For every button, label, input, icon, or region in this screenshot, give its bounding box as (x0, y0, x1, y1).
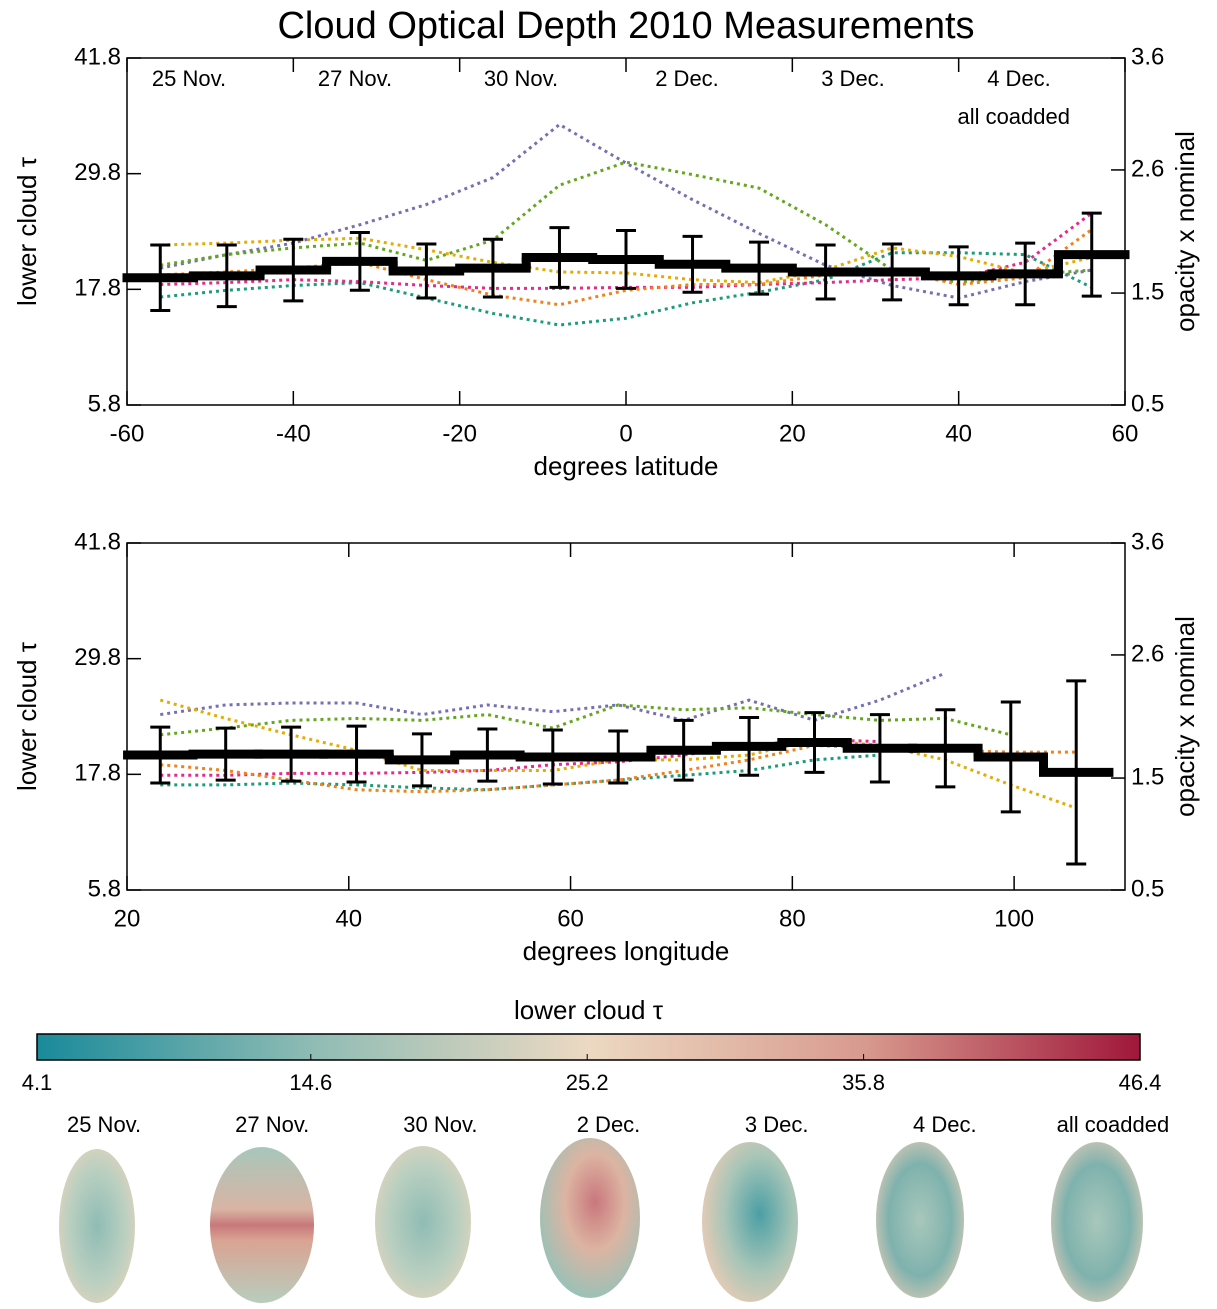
x-tick-label: -20 (442, 420, 477, 447)
x-tick-label: 20 (114, 905, 141, 932)
legend-label: all coadded (957, 104, 1070, 129)
series-line (160, 673, 945, 720)
disk-image (59, 1149, 135, 1303)
disk-image (876, 1142, 964, 1298)
disk-image (375, 1146, 471, 1298)
legend-label: 27 Nov. (318, 66, 392, 91)
colorbar-tick-label: 25.2 (566, 1070, 609, 1095)
image-title: 3 Dec. (745, 1112, 809, 1137)
disk-image (540, 1138, 640, 1298)
y-tick-label: 17.8 (74, 760, 121, 787)
plot-frame (127, 543, 1125, 890)
colorbar-tick-label: 4.1 (22, 1070, 53, 1095)
image-title: all coadded (1057, 1112, 1170, 1137)
disk-image (210, 1147, 314, 1303)
x-tick-label: -40 (276, 420, 311, 447)
x-axis-label: degrees latitude (533, 451, 718, 481)
y-tick-label: 5.8 (88, 875, 121, 902)
x-tick-label: 60 (1112, 420, 1139, 447)
y-tick-label: 17.8 (74, 275, 121, 302)
y-axis-label: lower cloud τ (12, 156, 42, 306)
disk-image (1051, 1142, 1143, 1302)
x-tick-label: 60 (557, 905, 584, 932)
y-tick-label: 41.8 (74, 43, 121, 70)
image-title: 27 Nov. (235, 1112, 309, 1137)
y-tick-label: 5.8 (88, 390, 121, 417)
y2-tick-label: 0.5 (1131, 390, 1164, 417)
colorbar-title: lower cloud τ (514, 995, 664, 1025)
legend-label: 2 Dec. (655, 66, 719, 91)
x-axis-label: degrees longitude (523, 936, 730, 966)
y2-tick-label: 1.5 (1131, 278, 1164, 305)
legend-label: 3 Dec. (821, 66, 885, 91)
chart-title: Cloud Optical Depth 2010 Measurements (277, 5, 974, 47)
y-tick-label: 29.8 (74, 644, 121, 671)
y2-tick-label: 2.6 (1131, 155, 1164, 182)
disk-images (59, 1138, 1143, 1303)
legend-label: 4 Dec. (987, 66, 1051, 91)
y2-axis-label: opacity x nominal (1170, 131, 1200, 332)
y2-tick-label: 2.6 (1131, 640, 1164, 667)
page-body: Cloud Optical Depth 2010 Measurements -60… (0, 0, 1217, 1309)
page: Cloud Optical Depth {"chart_data": [ {"t… (0, 0, 1217, 1309)
legend-label: 30 Nov. (484, 66, 558, 91)
colorbar-tick-label: 35.8 (842, 1070, 885, 1095)
y-tick-label: 29.8 (74, 159, 121, 186)
x-tick-label: 40 (945, 420, 972, 447)
y-tick-label: 41.8 (74, 528, 121, 555)
x-tick-label: 20 (779, 420, 806, 447)
colorbar-tick-label: 46.4 (1119, 1070, 1162, 1095)
colorbar-tick-label: 14.6 (289, 1070, 332, 1095)
image-title: 4 Dec. (913, 1112, 977, 1137)
image-title: 2 Dec. (577, 1112, 641, 1137)
x-tick-label: -60 (110, 420, 145, 447)
y2-axis-label: opacity x nominal (1170, 616, 1200, 817)
disk-image (702, 1142, 798, 1302)
figure: Cloud Optical Depth 2010 Measurements -60… (0, 0, 1217, 1309)
image-title: 25 Nov. (67, 1112, 141, 1137)
y2-tick-label: 1.5 (1131, 763, 1164, 790)
x-tick-label: 40 (335, 905, 362, 932)
x-tick-label: 80 (779, 905, 806, 932)
y2-tick-label: 3.6 (1131, 528, 1164, 555)
y-axis-label: lower cloud τ (12, 641, 42, 791)
y2-tick-label: 0.5 (1131, 875, 1164, 902)
x-tick-label: 100 (994, 905, 1034, 932)
image-title: 30 Nov. (403, 1112, 477, 1137)
y2-tick-label: 3.6 (1131, 43, 1164, 70)
x-tick-label: 0 (619, 420, 632, 447)
legend-label: 25 Nov. (152, 66, 226, 91)
colorbar (37, 1034, 1140, 1060)
